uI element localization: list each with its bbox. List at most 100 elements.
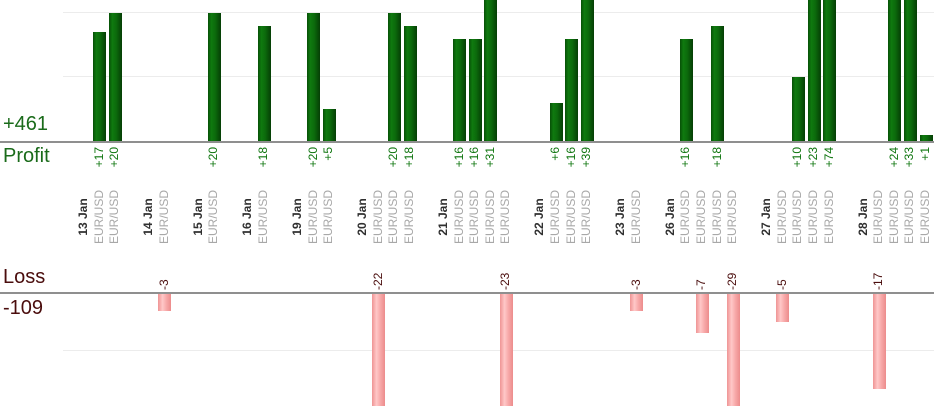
profit-bar <box>791 77 805 141</box>
profit-bar <box>565 38 579 141</box>
symbol-label: EUR/USD <box>548 189 562 245</box>
trade-profit-label: +20 <box>305 147 320 168</box>
symbol-label: EUR/USD <box>774 189 789 245</box>
trade-profit-label: +5 <box>321 147 336 161</box>
trade-profit-label: +1 <box>918 147 932 161</box>
symbol-label: EUR/USD <box>579 189 594 245</box>
loss-bar <box>776 294 790 322</box>
trade-profit-label: +20 <box>107 147 122 168</box>
profit-bar <box>580 0 594 141</box>
loss-series-label: Loss <box>3 266 46 288</box>
symbol-label: EUR/USD <box>806 189 820 245</box>
symbol-label: EUR/USD <box>107 189 122 245</box>
symbol-label: EUR/USD <box>402 189 416 245</box>
profit-bar <box>307 13 321 141</box>
symbol-label: EUR/USD <box>694 189 708 245</box>
date-label: 15 Jan <box>190 198 205 236</box>
loss-plot <box>0 294 934 406</box>
symbol-label: EUR/USD <box>918 189 932 245</box>
symbol-label: EUR/USD <box>305 189 320 245</box>
gridline-profit-10 <box>63 76 934 77</box>
trade-profit-label: +10 <box>790 147 805 168</box>
date-label: 27 Jan <box>759 198 774 236</box>
profit-bar <box>823 0 837 141</box>
profit-axis-line <box>0 141 934 143</box>
profit-bar <box>679 38 693 141</box>
date-label: 28 Jan <box>855 198 870 236</box>
loss-bar <box>158 294 172 311</box>
gridline-loss-10 <box>63 350 934 351</box>
profit-bar <box>403 25 417 141</box>
profit-bar <box>322 109 336 141</box>
symbol-label: EUR/USD <box>678 189 693 245</box>
profit-bar <box>549 102 563 141</box>
profit-bar <box>807 0 821 141</box>
date-label: 21 Jan <box>436 198 450 236</box>
symbol-label: EUR/USD <box>386 189 401 245</box>
profit-bar <box>257 25 271 141</box>
trade-loss-label: -3 <box>628 279 643 290</box>
symbol-label: EUR/USD <box>91 189 106 245</box>
trade-profit-label: +18 <box>709 147 724 168</box>
date-label: 14 Jan <box>141 198 156 236</box>
profit-bar <box>888 0 902 141</box>
trade-profit-label: +6 <box>548 147 562 161</box>
symbol-label: EUR/USD <box>321 189 336 245</box>
trade-profit-label: +33 <box>902 147 917 168</box>
trade-profit-label: +74 <box>821 147 836 168</box>
date-label: 23 Jan <box>613 198 628 236</box>
trade-profit-label: +16 <box>678 147 693 168</box>
profit-bar <box>484 0 498 141</box>
trade-profit-label: +18 <box>256 147 270 168</box>
symbol-label: EUR/USD <box>790 189 805 245</box>
profit-bar <box>387 13 401 141</box>
trade-profit-label: +39 <box>579 147 594 168</box>
date-label: 22 Jan <box>532 198 547 236</box>
symbol-label: EUR/USD <box>156 189 171 245</box>
loss-bar <box>372 294 386 406</box>
symbol-label: EUR/USD <box>563 189 578 245</box>
symbol-label: EUR/USD <box>821 189 836 245</box>
symbol-label: EUR/USD <box>725 189 740 245</box>
profit-bar <box>108 13 122 141</box>
trade-loss-label: -29 <box>725 272 740 290</box>
symbol-label: EUR/USD <box>482 189 497 245</box>
trade-loss-label: -5 <box>774 279 789 290</box>
profit-bar <box>207 13 221 141</box>
profit-bar <box>919 134 933 141</box>
symbol-label: EUR/USD <box>467 189 482 245</box>
profit-series-label: Profit <box>3 145 50 167</box>
date-label: 19 Jan <box>290 198 304 236</box>
trade-loss-label: -17 <box>871 272 886 290</box>
date-label: 20 Jan <box>355 198 370 236</box>
symbol-label: EUR/USD <box>370 189 385 245</box>
gridline-profit-20 <box>63 12 934 13</box>
trade-loss-label: -23 <box>498 272 513 290</box>
loss-bar <box>499 294 513 406</box>
date-label: 13 Jan <box>76 198 90 236</box>
symbol-label: EUR/USD <box>498 189 513 245</box>
trade-profit-label: +20 <box>206 147 221 168</box>
loss-bar <box>630 294 644 311</box>
trade-loss-label: -3 <box>156 279 171 290</box>
symbol-label: EUR/USD <box>886 189 901 245</box>
trade-profit-label: +24 <box>886 147 901 168</box>
date-label: 26 Jan <box>662 198 677 236</box>
symbol-label: EUR/USD <box>709 189 724 245</box>
trade-loss-label: -22 <box>370 272 385 290</box>
loss-bar <box>872 294 886 390</box>
loss-axis-line <box>0 292 934 294</box>
trade-profit-label: +23 <box>806 147 820 168</box>
loss-bar <box>726 294 740 406</box>
trade-profit-label: +20 <box>386 147 401 168</box>
profit-bar <box>711 25 725 141</box>
profit-plot <box>0 0 934 141</box>
profit-total: +461 <box>3 113 49 135</box>
trade-profit-label: +18 <box>402 147 416 168</box>
loss-bar <box>695 294 709 334</box>
profit-bar <box>903 0 917 141</box>
symbol-label: EUR/USD <box>206 189 221 245</box>
date-label: 16 Jan <box>240 198 255 236</box>
symbol-label: EUR/USD <box>871 189 886 245</box>
